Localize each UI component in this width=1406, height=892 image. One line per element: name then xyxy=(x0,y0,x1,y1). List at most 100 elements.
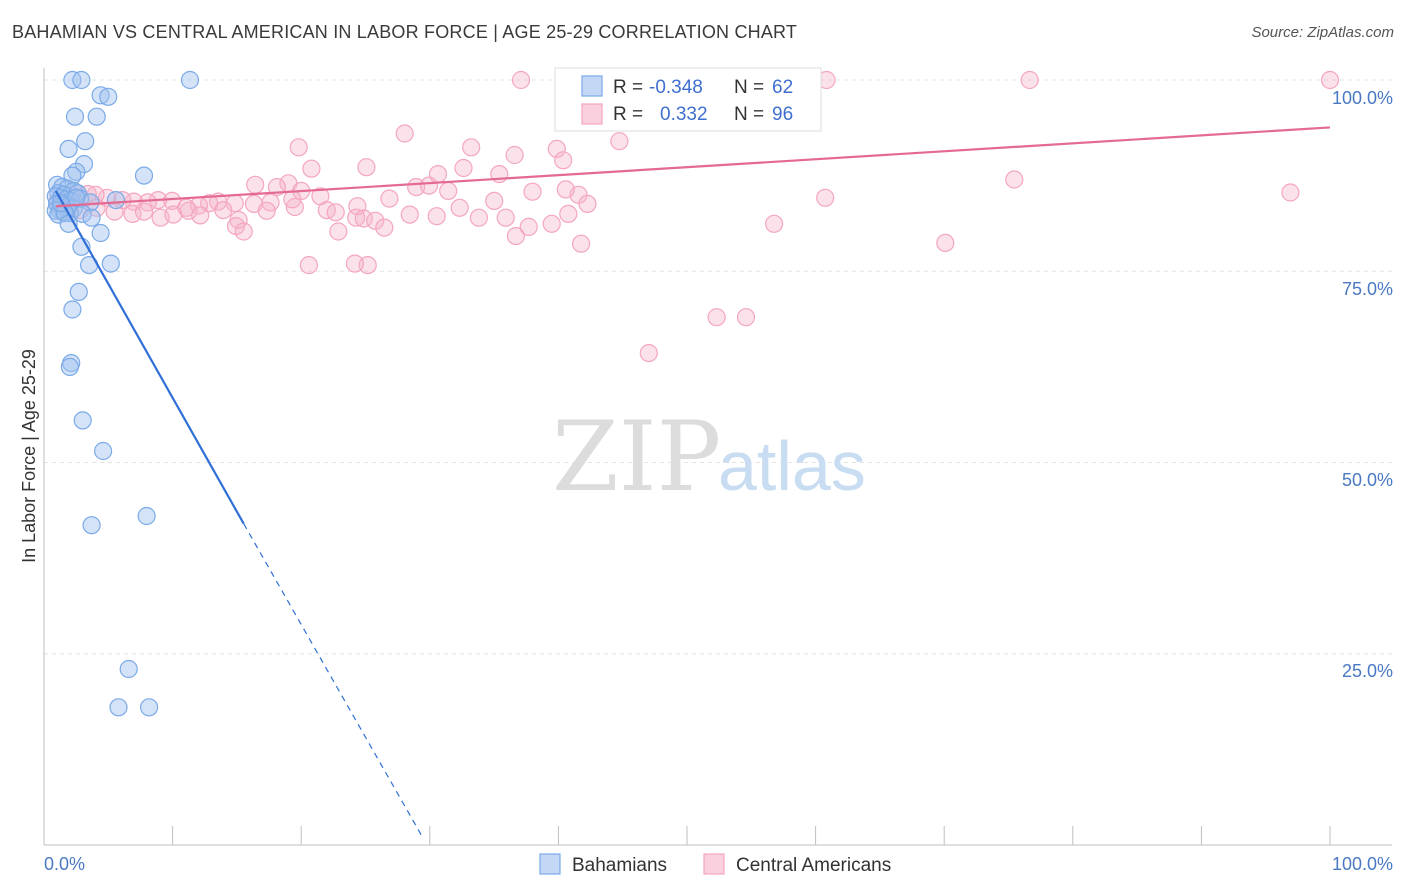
central-americans-point-80 xyxy=(542,214,561,233)
central-americans-point-62 xyxy=(164,205,183,224)
bahamians-point-40 xyxy=(82,208,101,227)
central-americans-point-79 xyxy=(519,217,538,236)
source-label: Source: ZipAtlas.com xyxy=(1251,24,1394,41)
central-americans-point-73 xyxy=(400,205,419,224)
bahamians-point-55 xyxy=(109,698,128,717)
central-americans-point-41 xyxy=(163,191,182,210)
central-americans-point-17 xyxy=(439,181,458,200)
central-americans-trend-line xyxy=(55,126,1331,208)
bottom-legend-swatch-bahamians xyxy=(539,853,561,875)
central-americans-point-90 xyxy=(936,233,955,252)
central-americans-point-28 xyxy=(1005,170,1024,189)
x-tick-marks xyxy=(43,826,1331,845)
legend-n-value-central-americans: 96 xyxy=(772,104,793,125)
y-tick-label-25: 25.0% xyxy=(1342,661,1393,681)
central-americans-point-27 xyxy=(556,180,575,199)
bahamians-point-11 xyxy=(134,166,154,185)
bottom-legend-label-central-americans: Central Americans xyxy=(736,855,891,876)
legend-n-label-2: N = xyxy=(734,104,764,125)
bahamians-point-9 xyxy=(74,155,94,174)
bahamians-point-50 xyxy=(73,411,92,430)
central-americans-point-70 xyxy=(347,208,366,227)
trend-lines xyxy=(54,126,1331,838)
bahamians-trend-extension xyxy=(243,523,424,838)
central-americans-point-9 xyxy=(554,151,573,170)
bahamians-point-52 xyxy=(137,506,156,526)
legend-r-label-1: R = xyxy=(613,77,643,98)
correlation-legend: R = -0.348 N = 62 R = 0.332 N = 96 xyxy=(554,67,822,132)
central-americans-point-31 xyxy=(380,189,399,208)
central-americans-point-60 xyxy=(134,202,154,221)
bahamians-point-56 xyxy=(140,698,159,717)
legend-swatch-bahamians xyxy=(581,75,603,97)
legend-n-value-bahamians: 62 xyxy=(772,77,793,98)
bahamians-point-46 xyxy=(69,282,88,301)
central-americans-point-21 xyxy=(246,175,265,194)
central-americans-point-43 xyxy=(138,193,157,212)
central-americans-point-30 xyxy=(816,188,835,207)
legend-r-value-bahamians: -0.348 xyxy=(649,77,703,98)
central-americans-point-74 xyxy=(427,207,446,226)
bahamians-point-51 xyxy=(93,441,113,461)
central-americans-point-82 xyxy=(578,194,597,213)
central-americans-point-95 xyxy=(707,308,726,327)
bahamians-point-54 xyxy=(119,659,138,679)
central-americans-point-75 xyxy=(450,198,469,217)
central-americans-point-8 xyxy=(610,132,629,151)
central-americans-point-96 xyxy=(736,308,756,327)
central-americans-point-76 xyxy=(469,208,488,227)
bahamians-point-47 xyxy=(63,300,82,319)
central-americans-point-89 xyxy=(764,214,784,233)
bahamians-point-3 xyxy=(91,86,110,105)
bottom-legend-label-bahamians: Bahamians xyxy=(572,855,667,876)
central-americans-point-64 xyxy=(191,206,210,225)
central-americans-point-69 xyxy=(326,203,345,222)
central-americans-point-10 xyxy=(505,145,524,165)
central-americans-point-12 xyxy=(357,158,376,177)
central-americans-point-81 xyxy=(559,204,578,223)
chart-title: BAHAMIAN VS CENTRAL AMERICAN IN LABOR FO… xyxy=(12,22,798,42)
bahamians-point-42 xyxy=(91,223,110,243)
bahamians-point-49 xyxy=(60,357,80,376)
bahamians-point-1 xyxy=(72,70,91,90)
bahamians-point-4 xyxy=(99,87,118,106)
data-points xyxy=(46,70,1340,717)
central-americans-point-15 xyxy=(454,158,473,178)
y-tick-label-100: 100.0% xyxy=(1332,88,1393,108)
series-legend: Bahamians Central Americans xyxy=(539,853,891,876)
central-americans-point-86 xyxy=(234,222,253,241)
central-americans-point-67 xyxy=(257,201,276,220)
central-americans-point-92 xyxy=(345,254,364,273)
bahamians-trend-line xyxy=(54,190,245,525)
legend-swatch-central-americans xyxy=(581,103,603,125)
central-americans-point-83 xyxy=(485,191,504,210)
central-americans-point-25 xyxy=(523,182,542,201)
x-tick-label-max: 100.0% xyxy=(1332,854,1393,874)
central-americans-point-97 xyxy=(639,344,658,363)
bahamians-point-5 xyxy=(65,107,85,126)
central-americans-point-94 xyxy=(571,234,591,253)
central-americans-point-0 xyxy=(511,70,531,90)
watermark-zip: ZIP xyxy=(552,401,721,513)
central-americans-point-63 xyxy=(179,201,198,220)
bahamians-point-8 xyxy=(59,139,78,158)
central-americans-point-7 xyxy=(547,139,566,158)
central-americans-point-59 xyxy=(123,204,142,223)
central-americans-point-3 xyxy=(1020,70,1039,90)
central-americans-point-71 xyxy=(354,209,373,228)
central-americans-point-87 xyxy=(329,222,348,241)
watermark-atlas: atlas xyxy=(718,427,866,505)
central-americans-point-65 xyxy=(214,201,233,220)
central-americans-point-19 xyxy=(428,165,448,184)
bahamians-point-26 xyxy=(106,191,126,210)
central-americans-point-5 xyxy=(395,124,414,143)
bahamians-point-2 xyxy=(180,70,200,90)
central-americans-point-77 xyxy=(496,208,515,227)
y-tick-label-75: 75.0% xyxy=(1342,279,1393,299)
central-americans-point-11 xyxy=(289,138,308,157)
central-americans-point-84 xyxy=(283,190,302,209)
x-tick-label-min: 0.0% xyxy=(44,854,85,874)
central-americans-point-4 xyxy=(1320,70,1340,90)
y-axis-label: In Labor Force | Age 25-29 xyxy=(19,349,39,563)
central-americans-point-78 xyxy=(506,227,526,246)
